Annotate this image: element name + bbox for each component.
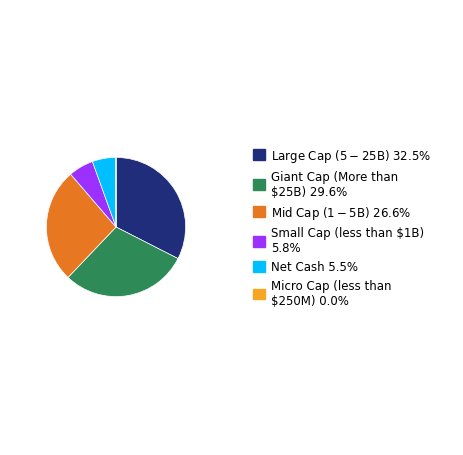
Wedge shape xyxy=(116,158,185,259)
Wedge shape xyxy=(92,158,116,228)
Legend: Large Cap ($5-$25B) 32.5%, Giant Cap (More than
$25B) 29.6%, Mid Cap ($1-$5B) 26: Large Cap ($5-$25B) 32.5%, Giant Cap (Mo… xyxy=(249,144,433,311)
Wedge shape xyxy=(46,175,116,278)
Wedge shape xyxy=(70,162,116,228)
Wedge shape xyxy=(68,228,178,297)
